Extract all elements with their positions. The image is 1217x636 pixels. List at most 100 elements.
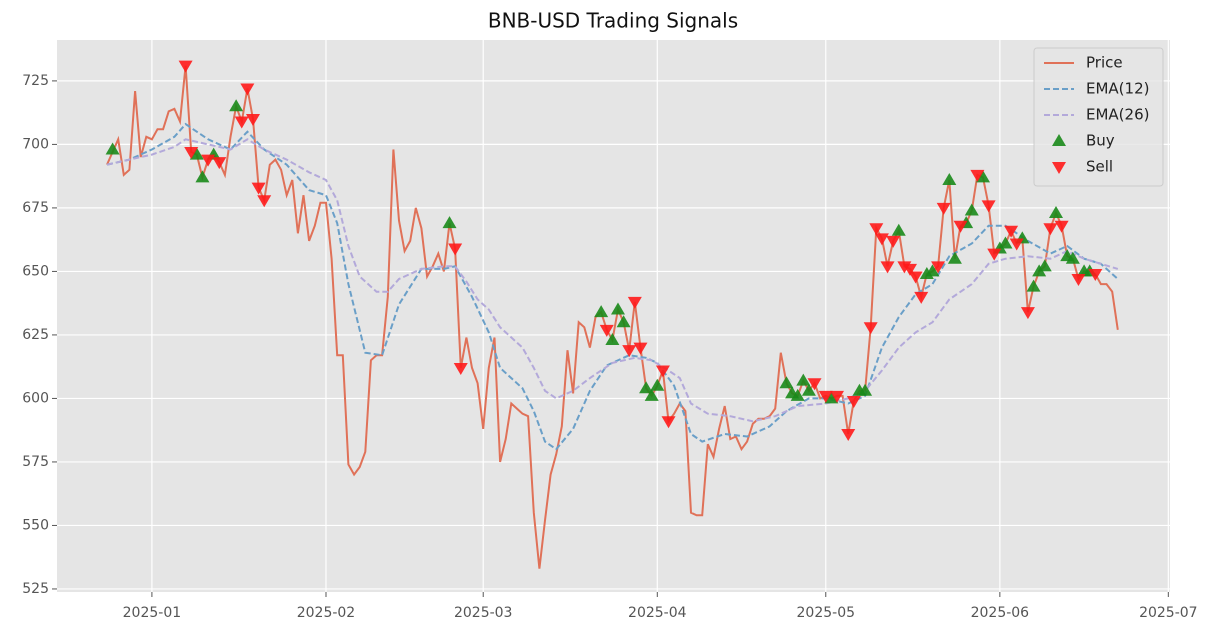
sell-marker: [807, 378, 822, 391]
legend-label: EMA(12): [1086, 80, 1149, 98]
sell-marker: [1020, 307, 1035, 320]
chart-title: BNB-USD Trading Signals: [488, 9, 738, 33]
x-tick-label: 2025-05: [797, 605, 856, 621]
sell-marker: [846, 395, 861, 408]
y-tick-label: 725: [22, 73, 49, 89]
sell-marker: [903, 263, 918, 276]
sell-marker: [661, 416, 676, 429]
sell-marker: [818, 390, 833, 403]
sell-marker: [245, 114, 260, 127]
sell-marker: [869, 223, 884, 236]
sell-marker: [931, 261, 946, 274]
sell-marker: [936, 202, 951, 215]
sell-marker: [184, 147, 199, 160]
y-tick-label: 650: [22, 263, 49, 279]
legend-swatch: [1052, 134, 1066, 146]
legend-label: Sell: [1086, 158, 1113, 176]
x-tick-label: 2025-06: [971, 605, 1030, 621]
sell-marker: [448, 243, 463, 256]
x-tick-label: 2025-04: [628, 605, 687, 621]
legend-label: Buy: [1086, 132, 1115, 150]
y-tick-label: 675: [22, 200, 49, 216]
sell-marker: [627, 296, 642, 309]
buy-marker: [616, 315, 631, 328]
legend-box: [1033, 47, 1164, 187]
sell-marker: [914, 291, 929, 304]
legend: Price EMA(12) EMA(26) Buy Sell: [1033, 47, 1164, 187]
line-ema-26: [106, 138, 1119, 423]
sell-marker: [1009, 238, 1024, 251]
buy-marker: [925, 264, 940, 277]
buy-marker: [650, 378, 665, 391]
sell-marker: [655, 365, 670, 378]
sell-marker: [622, 345, 637, 358]
x-tick-label: 2025-03: [454, 605, 513, 621]
sell-marker: [1043, 223, 1058, 236]
y-tick-label: 600: [22, 390, 49, 406]
sell-marker: [953, 220, 968, 233]
buy-marker: [796, 373, 811, 386]
buy-marker: [605, 333, 620, 346]
sell-marker: [863, 322, 878, 335]
sell-marker: [1054, 220, 1069, 233]
y-tick-label: 700: [22, 136, 49, 152]
sell-marker: [257, 195, 272, 208]
buy-marker: [442, 216, 457, 229]
buy-marker: [976, 170, 991, 183]
x-tick-label: 2025-02: [297, 605, 356, 621]
sell-marker: [599, 324, 614, 337]
sell-marker: [212, 157, 227, 170]
sell-marker: [251, 182, 266, 195]
plot-area: [57, 40, 1170, 592]
sell-marker: [1071, 274, 1086, 287]
buy-marker: [644, 388, 659, 401]
buy-marker: [1037, 259, 1052, 272]
buy-marker: [105, 142, 120, 155]
y-tick-label: 575: [22, 454, 49, 470]
sell-marker: [880, 261, 895, 274]
sell-marker: [908, 271, 923, 284]
buy-marker: [189, 147, 204, 160]
sell-marker: [841, 428, 856, 441]
buy-marker: [998, 236, 1013, 249]
sell-marker: [970, 169, 985, 182]
buy-marker: [942, 172, 957, 185]
y-tick-label: 550: [22, 517, 49, 533]
buy-marker: [947, 251, 962, 264]
y-tick-label: 525: [22, 581, 49, 597]
sell-marker: [874, 233, 889, 246]
y-tick-label: 625: [22, 327, 49, 343]
legend-label: Price: [1086, 54, 1123, 72]
sell-marker: [633, 342, 648, 355]
sell-marker: [1004, 225, 1019, 238]
buy-marker: [891, 223, 906, 236]
sell-marker: [453, 362, 468, 375]
sell-marker: [178, 60, 193, 73]
sell-marker: [886, 235, 901, 248]
buy-marker: [1026, 279, 1041, 292]
sell-marker: [234, 116, 249, 129]
buy-marker: [824, 391, 839, 404]
buy-marker: [1049, 205, 1064, 218]
buy-marker: [790, 388, 805, 401]
buy-marker: [779, 376, 794, 389]
legend-swatch: [1052, 162, 1066, 174]
buy-marker: [594, 305, 609, 318]
buy-marker: [610, 302, 625, 315]
line-ema-12: [106, 122, 1119, 451]
buy-marker: [229, 99, 244, 112]
x-tick-label: 2025-01: [123, 605, 182, 621]
sell-marker: [829, 390, 844, 403]
sell-marker: [987, 248, 1002, 261]
buy-marker: [639, 381, 654, 394]
buy-marker: [1065, 251, 1080, 264]
buy-marker: [858, 383, 873, 396]
legend-label: EMA(26): [1086, 106, 1149, 124]
sell-marker: [981, 200, 996, 213]
sell-marker: [1088, 268, 1103, 281]
sell-marker: [240, 83, 255, 96]
buy-marker: [964, 203, 979, 216]
buy-marker: [801, 383, 816, 396]
x-tick-label: 2025-07: [1139, 605, 1198, 621]
